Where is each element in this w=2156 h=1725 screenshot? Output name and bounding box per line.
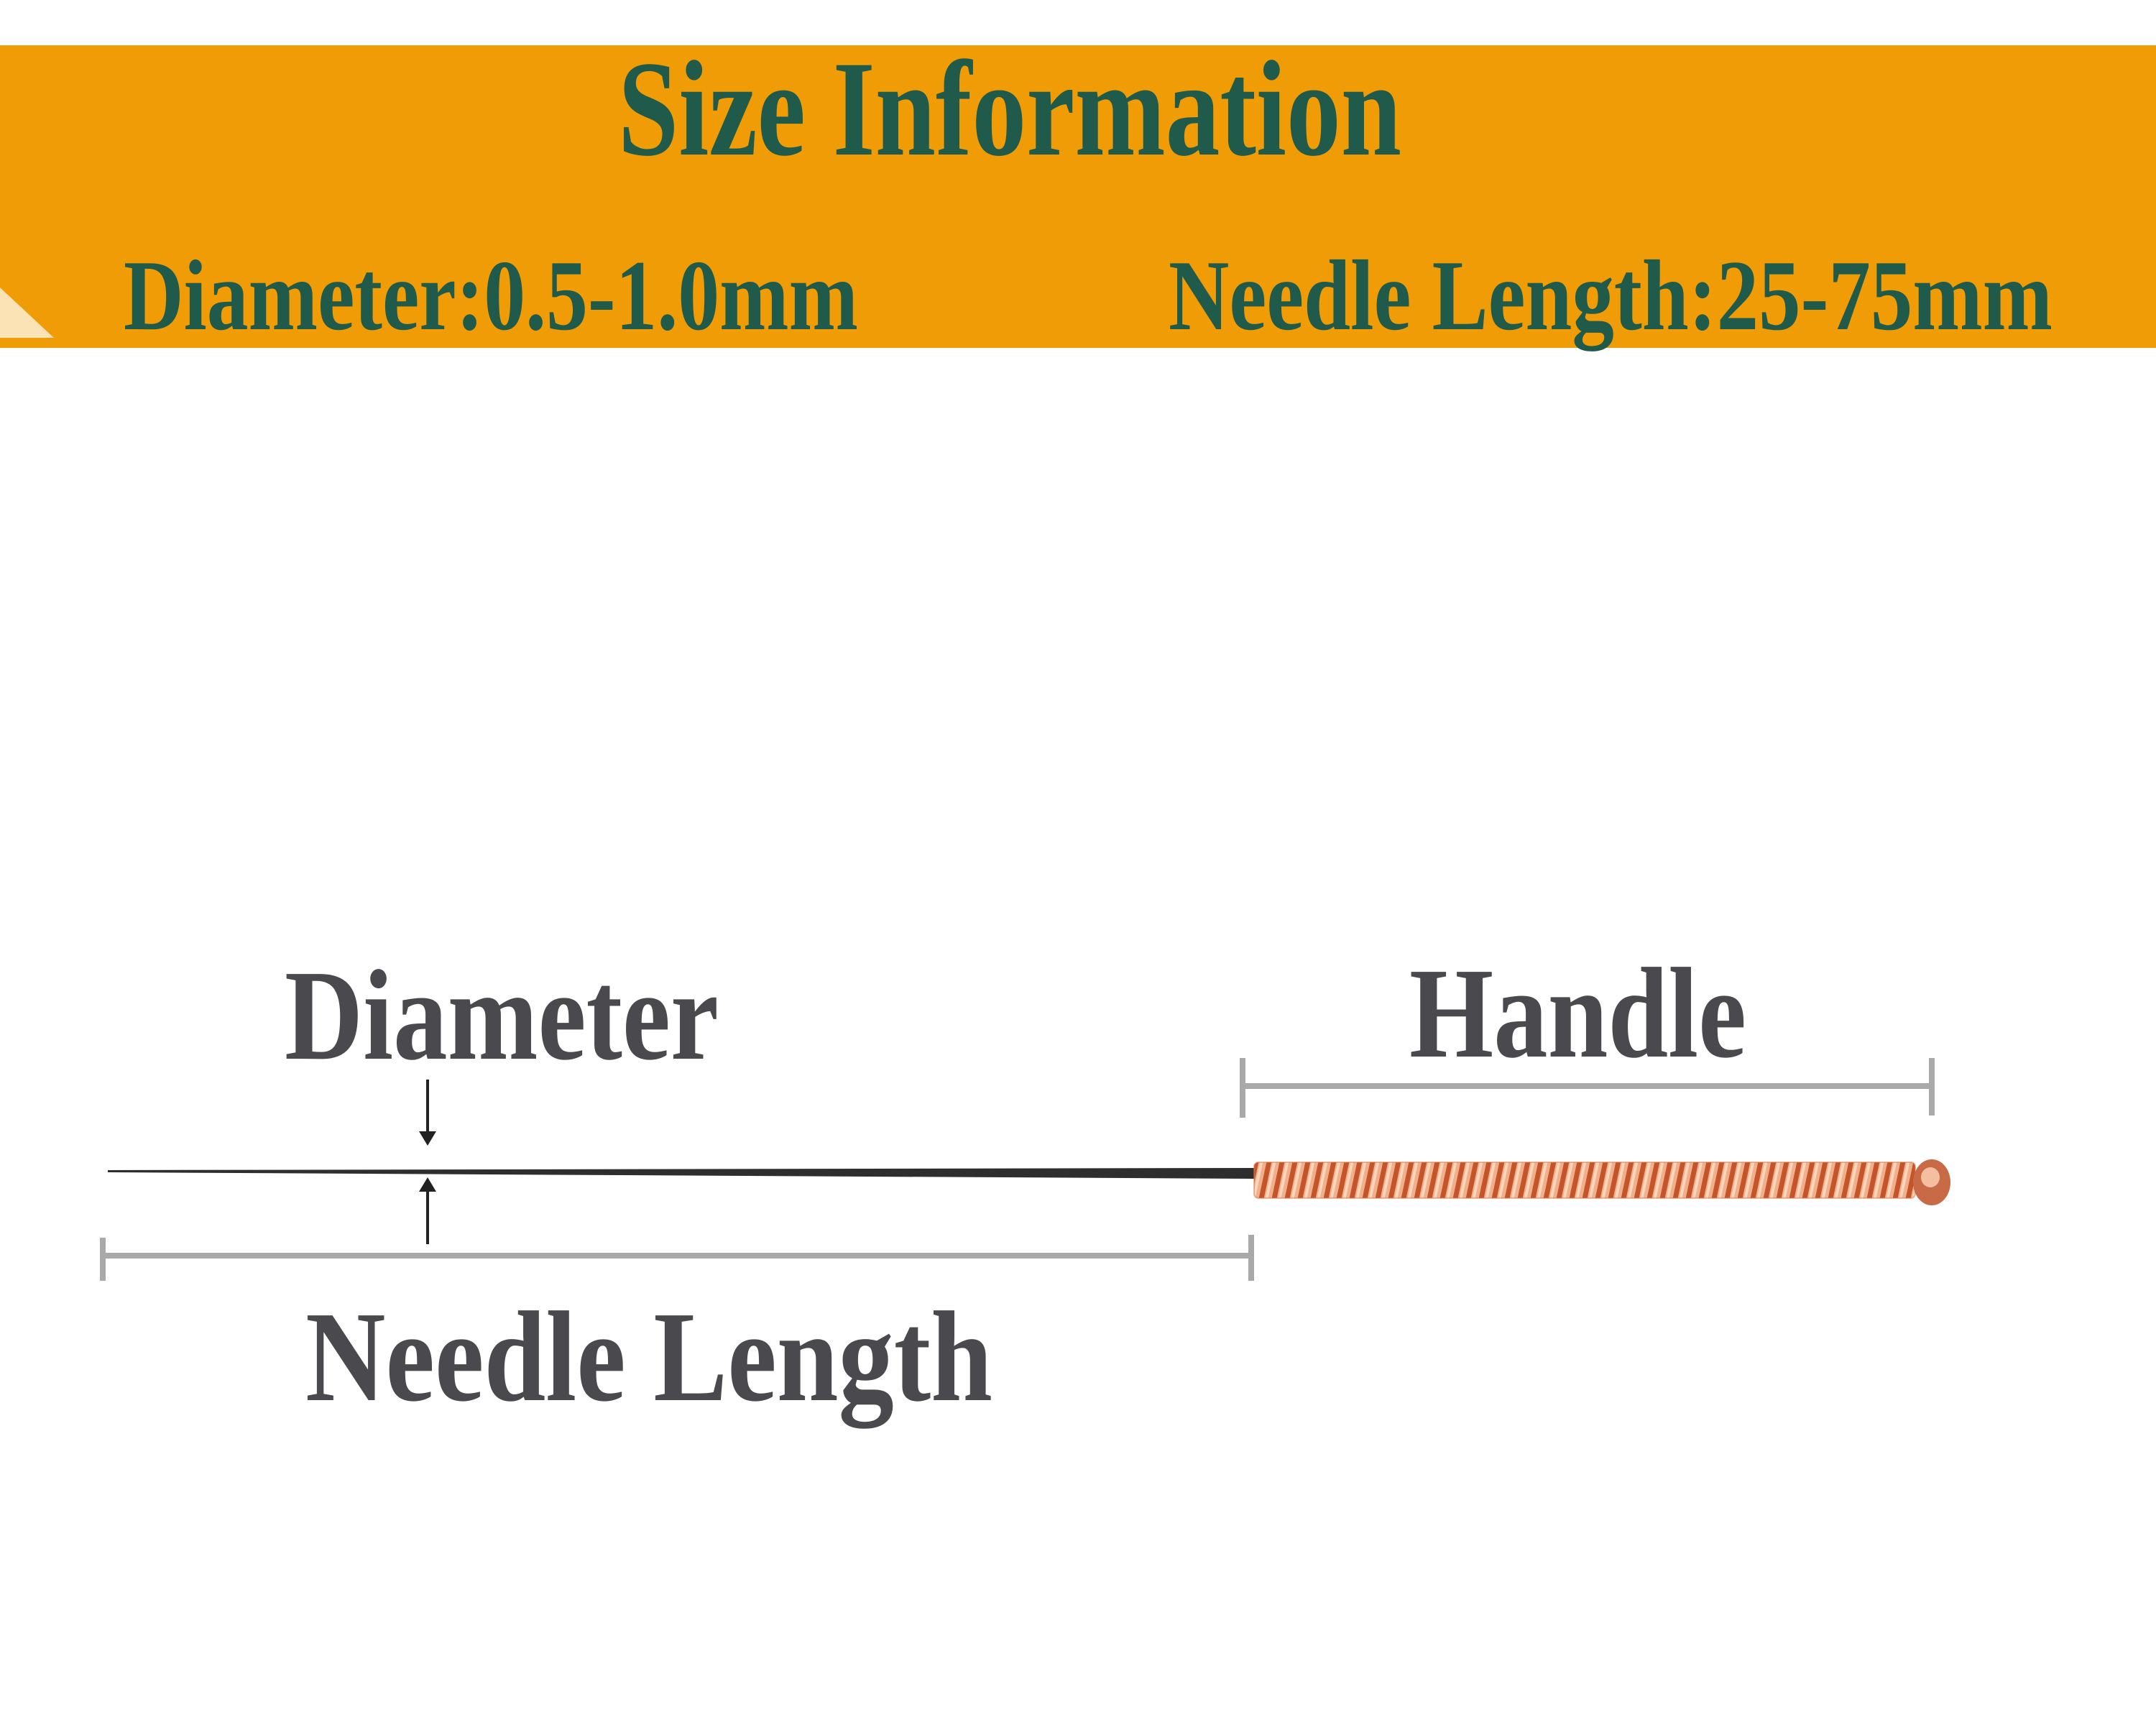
needle-length-spec: Needle Length:25-75mm [1169, 240, 2053, 351]
diameter-arrow-up-icon [419, 1177, 436, 1244]
needle-diagram: Diameter Handle Needle Length [100, 942, 1950, 1429]
diameter-spec: Diameter:0.5-1.0mm [124, 240, 858, 351]
banner: Size Information Diameter:0.5-1.0mm Need… [0, 34, 2156, 351]
handle-label: Handle [1409, 942, 1746, 1085]
banner-corner-fold [0, 288, 54, 338]
banner-title: Size Information [618, 34, 1401, 185]
diameter-arrow-down-icon [419, 1080, 436, 1146]
needle-length-bracket [100, 1235, 1254, 1281]
banner-background [0, 45, 2156, 348]
diameter-label: Diameter [285, 944, 719, 1087]
needle-handle [1253, 1159, 1950, 1205]
needle-shaft [108, 1168, 1256, 1179]
handle-bracket [1240, 1058, 1935, 1118]
needle-length-label: Needle Length [305, 1285, 992, 1429]
